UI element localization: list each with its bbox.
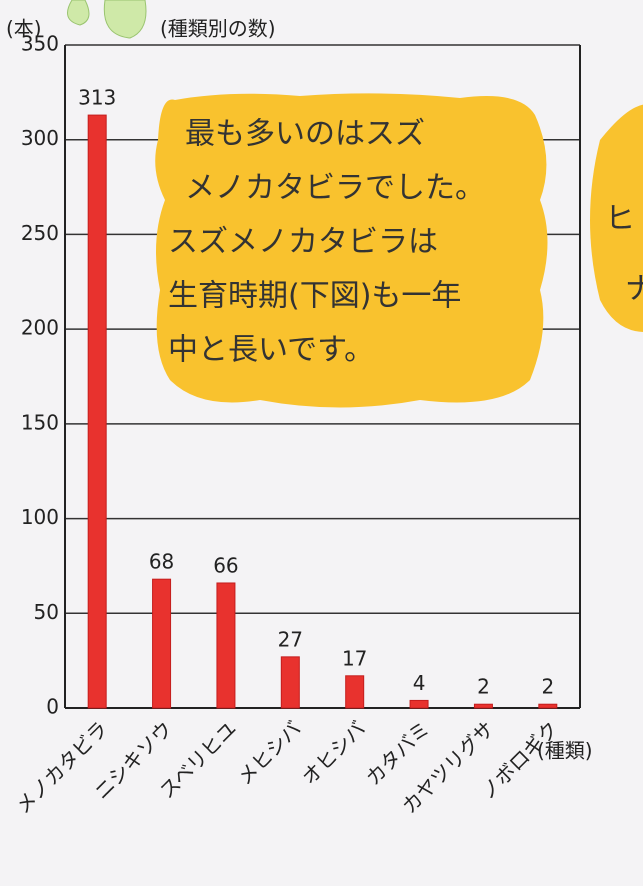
x-tick-label: メノカタビラ xyxy=(11,716,113,818)
y-tick-label: 350 xyxy=(21,32,59,56)
data-label: 66 xyxy=(213,553,238,577)
callout-line: 最も多いのはスズ xyxy=(185,117,425,152)
data-label: 313 xyxy=(78,86,116,110)
bar xyxy=(153,579,171,708)
data-label: 2 xyxy=(541,675,554,699)
bar xyxy=(539,704,557,708)
leaf-decoration xyxy=(68,0,147,38)
data-label: 27 xyxy=(278,627,303,651)
bar xyxy=(346,676,364,708)
data-label: 4 xyxy=(413,671,426,695)
bar xyxy=(88,115,106,708)
data-label: 68 xyxy=(149,550,174,574)
chart-title: (種類別の数) xyxy=(160,17,276,41)
x-tick-label: オヒシバ xyxy=(297,716,370,789)
y-tick-label: 250 xyxy=(21,221,59,245)
y-tick-label: 0 xyxy=(46,695,59,719)
data-label: 17 xyxy=(342,646,367,670)
bar xyxy=(281,657,299,708)
bar xyxy=(217,583,235,708)
callout-line: メノカタビラでした。 xyxy=(185,171,485,206)
y-tick-label: 200 xyxy=(21,316,59,340)
x-tick-label: メヒシバ xyxy=(233,716,306,789)
y-tick-label: 150 xyxy=(21,410,59,434)
callout-line: 生育時期(下図)も一年 xyxy=(168,279,461,314)
y-tick-label: 300 xyxy=(21,126,59,150)
side-note-line: ヒ xyxy=(605,202,635,237)
page: (種類別の数) (本) (種類) ヒナ 05010015020025030035… xyxy=(0,0,643,886)
data-label: 2 xyxy=(477,675,490,699)
y-tick-label: 100 xyxy=(21,505,59,529)
callout-line: スズメノカタビラは xyxy=(168,225,438,260)
chart: (種類別の数) (本) (種類) ヒナ 05010015020025030035… xyxy=(0,0,643,886)
bar xyxy=(410,700,428,708)
y-tick-label: 50 xyxy=(34,600,59,624)
side-note-line: ナ xyxy=(625,272,643,307)
callout-line: 中と長いです。 xyxy=(168,333,374,368)
bar xyxy=(474,704,492,708)
